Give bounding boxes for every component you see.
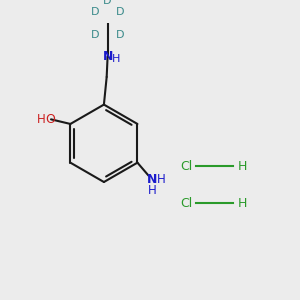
Text: D: D <box>116 29 125 40</box>
Text: H: H <box>157 173 166 186</box>
Text: D: D <box>103 0 112 6</box>
Text: H: H <box>112 53 120 64</box>
Text: D: D <box>90 8 99 17</box>
Text: N: N <box>102 50 113 63</box>
Text: Cl: Cl <box>181 197 193 210</box>
Text: Cl: Cl <box>181 160 193 173</box>
Text: H: H <box>37 113 45 126</box>
Text: D: D <box>116 8 125 17</box>
Text: O: O <box>45 113 55 126</box>
Text: H: H <box>148 184 157 197</box>
Text: H: H <box>238 197 247 210</box>
Text: N: N <box>147 173 158 186</box>
Text: H: H <box>238 160 247 173</box>
Text: D: D <box>90 29 99 40</box>
